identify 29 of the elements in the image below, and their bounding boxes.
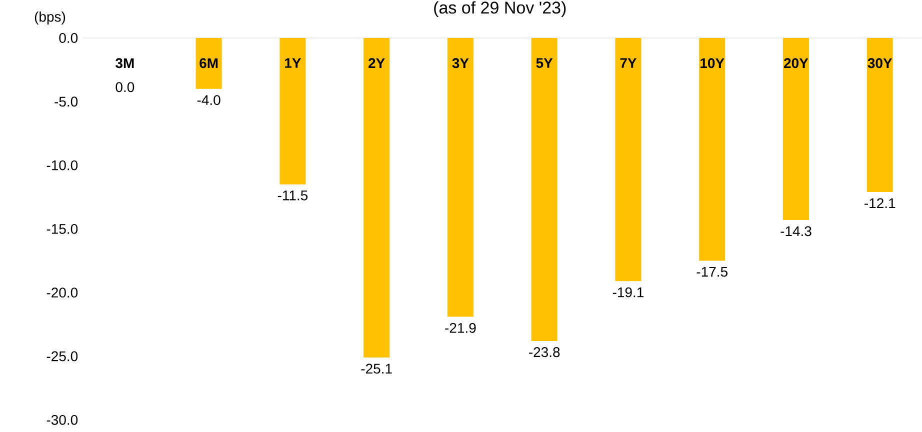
- x-tick-label: 7Y: [620, 58, 637, 68]
- x-tick-label: 10Y: [700, 58, 724, 68]
- y-tick-label: -15.0: [46, 224, 78, 234]
- data-label: -17.5: [696, 267, 728, 277]
- x-tick-label: 6M: [200, 58, 218, 68]
- y-axis-title: (bps): [34, 12, 66, 25]
- data-label: 0.0: [116, 82, 134, 92]
- chart-title: (as of 29 Nov '23): [434, 1, 566, 18]
- x-tick-label: 1Y: [285, 58, 302, 68]
- y-tick-label: -5.0: [54, 96, 78, 107]
- data-label: -12.1: [864, 198, 896, 208]
- y-tick-label: -20.0: [46, 288, 78, 298]
- y-tick-label: 0.0: [59, 33, 78, 43]
- data-label: -21.9: [445, 323, 476, 333]
- y-tick-label: -25.0: [46, 351, 78, 362]
- data-label: -19.1: [612, 287, 644, 298]
- x-tick-label: 30Y: [868, 58, 892, 68]
- data-label: -4.0: [197, 95, 220, 106]
- x-tick-label: 5Y: [536, 58, 553, 68]
- y-tick-label: -30.0: [46, 414, 78, 425]
- x-tick-label: 3M: [116, 58, 134, 68]
- x-tick-label: 3Y: [452, 58, 469, 68]
- data-label: -14.3: [780, 226, 812, 236]
- data-label: -23.8: [529, 347, 560, 358]
- data-label: -25.1: [361, 364, 392, 374]
- y-tick-label: -10.0: [46, 160, 78, 170]
- x-tick-label: 2Y: [368, 58, 385, 68]
- x-tick-label: 20Y: [784, 58, 808, 68]
- data-label: -11.5: [278, 190, 308, 200]
